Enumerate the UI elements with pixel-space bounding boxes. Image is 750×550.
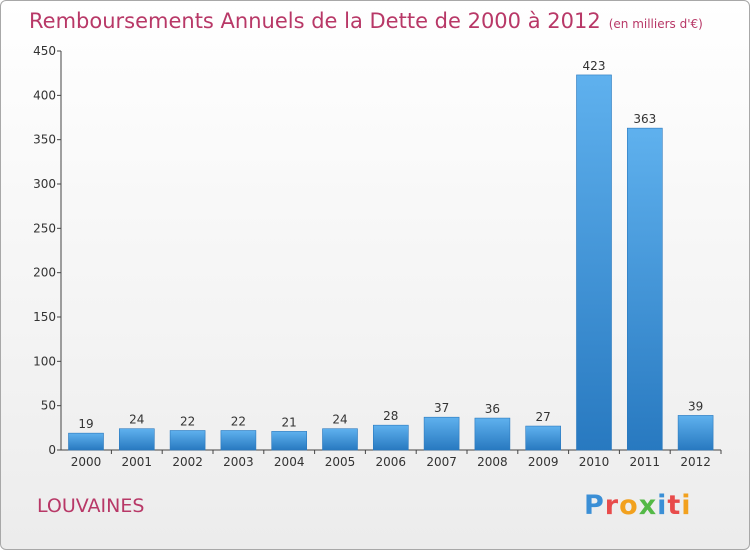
value-label-2005: 24 — [332, 413, 347, 427]
x-tick-label-2010: 2010 — [579, 455, 610, 469]
axes: 0 50 100 150 200 250 300 350 400 450 2000 2001 2002 2… — [33, 44, 722, 469]
bar-2002 — [169, 430, 206, 451]
logo-letter: r — [604, 490, 620, 521]
town-name: LOUVAINES — [37, 495, 145, 517]
value-label-2001: 24 — [129, 413, 144, 427]
x-tick-label-2009: 2009 — [528, 455, 559, 469]
y-tick-label: 0 — [48, 443, 56, 457]
value-label-2012: 39 — [688, 399, 703, 413]
bar-2011 — [626, 127, 663, 451]
bar-2004 — [271, 431, 308, 451]
value-label-2000: 19 — [78, 417, 93, 431]
logo-letter: i — [681, 490, 692, 521]
value-label-2003: 22 — [231, 414, 246, 428]
logo-letter: x — [638, 490, 658, 521]
y-tick-label: 100 — [33, 354, 56, 368]
unit-label: (en milliers d'€) — [608, 17, 703, 31]
logo-letter: t — [667, 490, 682, 521]
logo-letter: P — [584, 490, 605, 521]
bar-2006 — [372, 424, 409, 451]
bars — [68, 74, 714, 451]
value-label-2011: 363 — [633, 112, 656, 126]
x-tick-label-2007: 2007 — [426, 455, 457, 469]
bar-2003 — [220, 430, 257, 451]
value-label-2007: 37 — [434, 401, 449, 415]
x-tick-label-2012: 2012 — [680, 455, 711, 469]
x-tick-label-2006: 2006 — [376, 455, 407, 469]
x-tick-label-2011: 2011 — [630, 455, 661, 469]
value-label-2004: 21 — [282, 415, 297, 429]
value-label-2008: 36 — [485, 402, 500, 416]
x-tick-label-2000: 2000 — [71, 455, 102, 469]
y-tick-label: 350 — [33, 133, 56, 147]
y-tick-label: 200 — [33, 266, 56, 280]
x-tick-label-2001: 2001 — [122, 455, 153, 469]
bar-2009 — [525, 425, 562, 451]
chart-title: Remboursements Annuels de la Dette de 20… — [29, 9, 703, 33]
y-tick-label: 250 — [33, 221, 56, 235]
logo-letter: o — [619, 490, 639, 521]
x-tick-label-2003: 2003 — [223, 455, 254, 469]
bar-2010 — [576, 74, 612, 451]
y-tick-label: 400 — [33, 88, 56, 102]
y-tick-label: 450 — [33, 44, 56, 58]
value-label-2002: 22 — [180, 414, 195, 428]
y-tick-label: 300 — [33, 177, 56, 191]
value-label-2006: 28 — [383, 409, 398, 423]
bar-2000 — [68, 432, 104, 451]
y-tick-label: 50 — [41, 399, 56, 413]
value-label-2010: 423 — [583, 59, 606, 73]
proxiti-logo: Proxiti — [584, 490, 692, 521]
bar-2012 — [677, 415, 714, 451]
bar-2008 — [474, 417, 511, 451]
bar-2005 — [322, 428, 358, 451]
y-tick-label: 150 — [33, 310, 56, 324]
logo-letter: i — [657, 490, 668, 521]
title-text: Remboursements Annuels de la Dette de 20… — [29, 9, 601, 33]
x-tick-label-2008: 2008 — [477, 455, 508, 469]
x-tick-label-2002: 2002 — [172, 455, 203, 469]
value-label-2009: 27 — [536, 410, 551, 424]
x-tick-label-2005: 2005 — [325, 455, 356, 469]
bar-2007 — [423, 416, 460, 451]
value-labels: 19 24 22 22 21 24 28 37 36 27 423 363 39 — [78, 59, 703, 431]
bar-2001 — [119, 428, 155, 451]
x-tick-label-2004: 2004 — [274, 455, 305, 469]
